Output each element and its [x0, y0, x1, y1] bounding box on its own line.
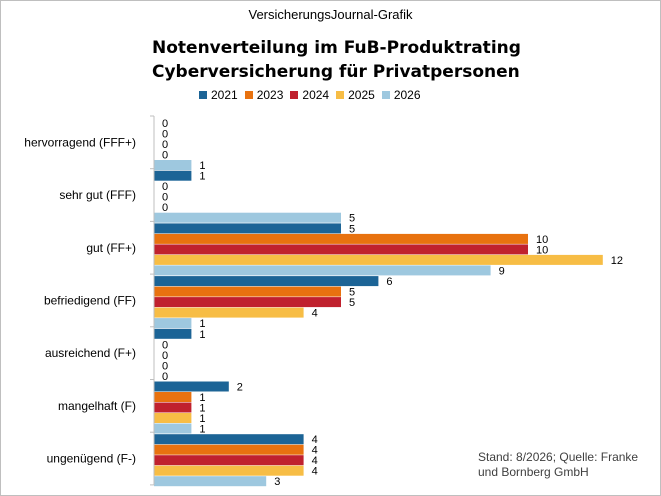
bar-2026-sehr-gut-fff — [154, 212, 341, 223]
legend-item-2026: 2026 — [381, 88, 421, 102]
data-label-2025-sehr-gut-fff: 0 — [162, 202, 168, 214]
chart-title-line-1: Notenverteilung im FuB-Produktrating — [152, 38, 521, 58]
bar-2026-befriedigend-ff — [154, 318, 192, 329]
data-label-2025-gut-ff: 12 — [611, 255, 623, 267]
legend-swatch-2023 — [244, 91, 253, 99]
bar-2021-sehr-gut-fff — [154, 170, 192, 181]
bar-2025-befriedigend-ff — [154, 307, 304, 318]
data-label-2023-befriedigend-ff: 5 — [349, 287, 355, 299]
data-label-2023-gut-ff: 10 — [536, 234, 548, 246]
bar-2021-befriedigend-ff — [154, 276, 379, 287]
chart-legend: 2021 2023 2024 2025 2026 — [199, 88, 428, 102]
legend-swatch-2021 — [199, 91, 207, 99]
data-label-2024-ungenügend-f: 4 — [312, 455, 318, 467]
data-label-2026-sehr-gut-fff: 5 — [349, 213, 355, 225]
bar-2021-gut-ff — [154, 223, 341, 234]
bar-2026-mangelhaft-f — [154, 423, 192, 434]
legend-label-2026: 2026 — [393, 88, 421, 102]
legend-label-2021: 2021 — [211, 88, 238, 102]
category-label-gut-ff: gut (FF+) — [86, 241, 136, 255]
data-label-2025-mangelhaft-f: 1 — [199, 413, 205, 425]
bar-2023-ungenügend-f — [154, 444, 304, 455]
bar-2025-gut-ff — [154, 254, 603, 265]
data-label-2026-ungenügend-f: 3 — [274, 476, 280, 488]
data-label-2023-ausreichend-f: 0 — [162, 339, 168, 351]
data-label-2024-mangelhaft-f: 1 — [199, 403, 205, 415]
legend-swatch-2024 — [290, 91, 299, 99]
data-label-2023-mangelhaft-f: 1 — [199, 392, 205, 404]
data-label-2025-hervorragend-fff: 0 — [162, 150, 168, 162]
bar-2026-hervorragend-fff — [154, 160, 192, 170]
data-label-2025-ausreichend-f: 0 — [162, 360, 168, 372]
category-label-ungenügend-f: ungenügend (F-) — [47, 452, 136, 466]
data-label-2021-gut-ff: 5 — [349, 223, 355, 235]
data-label-2021-sehr-gut-fff: 1 — [199, 171, 205, 183]
chart-title: Notenverteilung im FuB-Produktrating Cyb… — [152, 36, 521, 84]
data-label-2021-ungenügend-f: 4 — [312, 434, 318, 446]
chart-title-line-2: Cyberversicherung für Privatpersonen — [152, 62, 520, 82]
data-label-2021-ausreichend-f: 1 — [199, 329, 205, 341]
bar-2026-ungenügend-f — [154, 476, 267, 487]
data-label-2024-ausreichend-f: 0 — [162, 350, 168, 362]
category-label-hervorragend-fff: hervorragend (FFF+) — [24, 135, 136, 149]
legend-item-2021: 2021 — [199, 88, 238, 102]
legend-swatch-2026 — [381, 91, 390, 99]
legend-label-2025: 2025 — [348, 88, 375, 102]
data-label-2026-hervorragend-fff: 1 — [199, 160, 205, 172]
bar-2025-mangelhaft-f — [154, 413, 192, 423]
data-label-2023-ungenügend-f: 4 — [312, 445, 318, 457]
legend-swatch-2025 — [336, 91, 345, 99]
bar-2026-gut-ff — [154, 265, 491, 276]
legend-label-2023: 2023 — [256, 88, 284, 102]
data-label-2026-gut-ff: 9 — [499, 265, 505, 277]
legend-item-2023: 2023 — [244, 88, 284, 102]
bar-2023-mangelhaft-f — [154, 392, 192, 402]
data-label-2023-hervorragend-fff: 0 — [162, 129, 168, 141]
data-label-2025-befriedigend-ff: 4 — [312, 308, 318, 320]
category-label-sehr-gut-fff: sehr gut (FFF) — [59, 188, 136, 202]
category-label-ausreichend-f: ausreichend (F+) — [45, 346, 136, 360]
legend-item-2025: 2025 — [336, 88, 375, 102]
bar-2024-gut-ff — [154, 244, 528, 255]
source-footnote: Stand: 8/2026; Quelle: Franke und Bornbe… — [478, 450, 639, 479]
data-label-2024-gut-ff: 10 — [536, 244, 548, 256]
data-label-2021-befriedigend-ff: 6 — [386, 276, 392, 288]
data-label-2024-sehr-gut-fff: 0 — [162, 192, 168, 204]
bar-2025-ungenügend-f — [154, 465, 304, 476]
category-label-mangelhaft-f: mangelhaft (F) — [58, 399, 136, 413]
bar-2024-befriedigend-ff — [154, 297, 341, 308]
data-label-2026-ausreichend-f: 0 — [162, 371, 168, 383]
bar-2021-ausreichend-f — [154, 328, 192, 339]
legend-label-2024: 2024 — [302, 88, 330, 102]
data-label-2021-mangelhaft-f: 2 — [237, 382, 243, 394]
data-label-2026-mangelhaft-f: 1 — [199, 424, 205, 436]
legend-item-2024: 2024 — [290, 88, 329, 102]
data-label-2024-hervorragend-fff: 0 — [162, 139, 168, 151]
bar-2021-ungenügend-f — [154, 434, 304, 445]
source-label: VersicherungsJournal-Grafik — [248, 7, 413, 22]
data-label-2026-befriedigend-ff: 1 — [199, 318, 205, 330]
data-label-2024-befriedigend-ff: 5 — [349, 297, 355, 309]
bar-2023-befriedigend-ff — [154, 286, 341, 297]
bar-2024-mangelhaft-f — [154, 402, 192, 413]
category-label-befriedigend-ff: befriedigend (FF) — [44, 293, 136, 307]
bar-2024-ungenügend-f — [154, 455, 304, 466]
data-label-2025-ungenügend-f: 4 — [312, 466, 318, 478]
bar-2023-gut-ff — [154, 233, 528, 244]
data-label-2021-hervorragend-fff: 0 — [162, 118, 168, 130]
data-label-2023-sehr-gut-fff: 0 — [162, 181, 168, 193]
bar-2021-mangelhaft-f — [154, 381, 229, 392]
